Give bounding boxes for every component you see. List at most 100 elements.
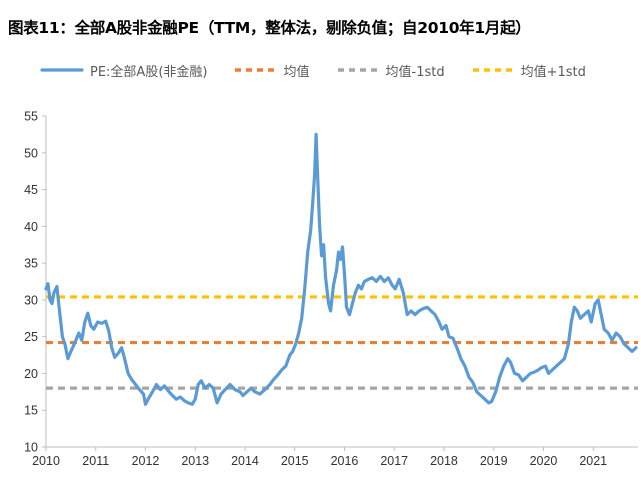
y-tick-label: 20 (24, 367, 38, 381)
data-point (327, 302, 330, 305)
data-point (587, 310, 590, 312)
data-point (59, 313, 61, 316)
x-tick-label: 2021 (579, 454, 607, 468)
data-point (220, 393, 223, 395)
y-tick-label: 15 (24, 404, 38, 418)
data-point (264, 388, 266, 391)
data-point (208, 383, 211, 386)
data-point (611, 339, 613, 342)
data-point (171, 394, 174, 397)
legend-label-plus-std: 均值+1std (520, 64, 586, 80)
data-point (89, 324, 92, 327)
data-point (394, 288, 397, 290)
data-point (567, 343, 570, 345)
data-point (360, 288, 363, 290)
data-point (204, 387, 207, 390)
data-point (142, 393, 145, 395)
data-point (471, 381, 474, 384)
legend-item-minus-std: 均值-1std (336, 61, 445, 80)
data-point (130, 378, 133, 381)
data-point (49, 299, 51, 301)
data-point (269, 383, 271, 386)
data-point (127, 372, 129, 375)
data-point (306, 251, 309, 254)
legend-label-mean: 均值 (283, 64, 310, 80)
data-point (445, 324, 447, 327)
data-point (343, 273, 346, 275)
data-point (448, 335, 450, 338)
data-point (525, 376, 528, 378)
data-point (345, 306, 348, 309)
data-point (315, 133, 317, 136)
data-point (250, 387, 252, 390)
data-point (316, 173, 319, 176)
data-point (147, 397, 150, 400)
y-tick-label: 25 (24, 330, 38, 344)
data-point (341, 246, 344, 248)
data-point (239, 390, 241, 393)
data-point (332, 284, 335, 287)
legend-swatch-minus-std (337, 68, 378, 72)
data-point (229, 383, 232, 386)
data-point (529, 372, 532, 375)
data-point (53, 291, 55, 294)
data-point (200, 379, 203, 382)
data-point (540, 366, 543, 369)
data-point (357, 284, 360, 287)
x-tick-label: 2016 (331, 454, 359, 468)
data-point (339, 258, 342, 261)
data-point (324, 276, 327, 279)
data-point (483, 398, 486, 401)
data-point (329, 310, 332, 312)
x-tick-label: 2013 (181, 454, 209, 468)
data-point (502, 365, 505, 367)
data-point (337, 251, 340, 254)
data-point (67, 357, 69, 360)
x-tick-label: 2019 (480, 454, 508, 468)
data-point (335, 269, 338, 272)
data-point (183, 399, 186, 402)
data-point (490, 400, 493, 403)
data-point (234, 388, 236, 391)
data-point (284, 365, 287, 367)
data-point (151, 390, 154, 393)
data-point (113, 356, 116, 359)
data-point (163, 385, 166, 387)
data-point (107, 329, 110, 332)
data-point (288, 354, 291, 356)
data-point (167, 390, 170, 392)
data-point (619, 335, 621, 338)
data-point (254, 390, 256, 393)
x-tick-label: 2011 (82, 454, 109, 468)
data-point (623, 343, 625, 345)
data-point (246, 390, 248, 393)
data-point (351, 302, 354, 305)
data-point (80, 339, 83, 342)
data-point (387, 276, 390, 279)
x-tick-label: 2012 (132, 454, 160, 468)
data-point (276, 374, 279, 376)
data-point (410, 310, 412, 312)
data-point (259, 393, 261, 395)
y-tick-label: 30 (24, 293, 38, 307)
data-point (272, 378, 275, 381)
data-point (110, 346, 113, 349)
data-point (371, 276, 374, 279)
y-tick-label: 35 (24, 257, 38, 271)
y-tick-label: 40 (24, 220, 38, 234)
data-point (242, 394, 244, 397)
legend-label-minus-std: 均值-1std (385, 64, 445, 80)
data-point (547, 372, 550, 375)
data-point (434, 313, 436, 316)
chart-title: 图表11：全部A股非金融PE（TTM，整体法，剔除负值；自2010年1月起） (8, 19, 531, 37)
data-point (464, 365, 466, 367)
data-point (367, 278, 370, 281)
data-point (348, 313, 351, 316)
data-point (418, 310, 420, 312)
y-tick-label: 45 (24, 183, 38, 197)
data-point (594, 302, 597, 305)
data-point (603, 328, 606, 331)
legend-item-pe: PE:全部A股(非金融) (40, 61, 207, 80)
data-point (631, 350, 633, 353)
